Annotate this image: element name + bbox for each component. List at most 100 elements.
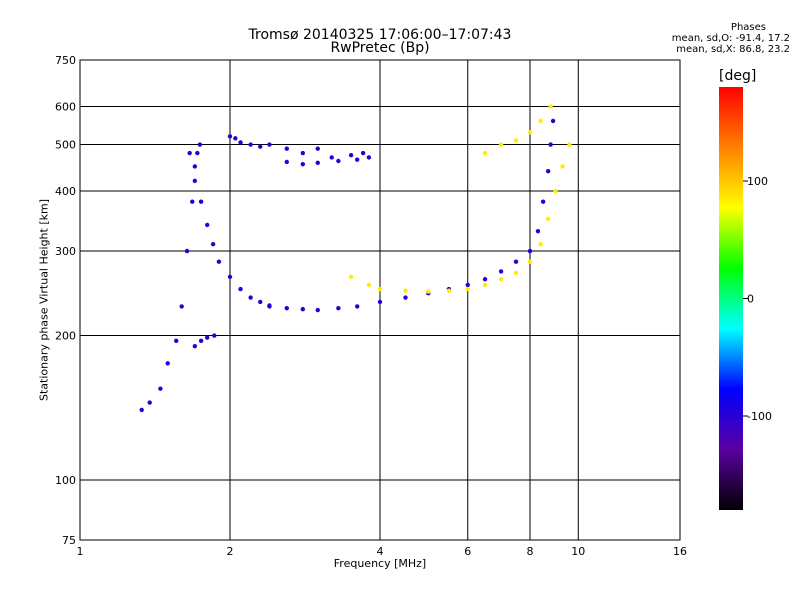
data-point [248,142,253,147]
chart-title: Tromsø 20140325 17:06:00–17:07:43 [248,27,512,43]
stats-heading: Phases [730,22,766,33]
data-point [258,144,263,149]
data-point [315,160,320,166]
data-point [348,274,354,280]
data-point [227,134,233,139]
data-point [560,164,565,169]
data-point [498,142,504,147]
data-point [139,407,144,413]
stats-x-mode: mean, sd,X: 86.8, 23.2 [676,44,790,55]
data-point [227,274,233,280]
data-point [336,158,341,164]
data-point [267,142,272,147]
data-point [233,136,238,141]
data-point [498,269,504,274]
data-point [535,228,541,234]
data-point [238,286,243,292]
data-point [354,304,360,309]
data-point [548,142,553,147]
x-tick-label: 4 [377,545,384,558]
data-point [187,150,192,156]
data-point [158,386,163,391]
data-point [192,344,198,349]
data-point [204,222,210,228]
plot-frame [79,59,681,541]
data-point [446,288,452,293]
x-tick-label: 10 [571,545,585,558]
stats-o-mode: mean, sd,O: -91.4, 17.2 [671,33,790,44]
data-point [184,248,190,254]
data-point [300,161,306,167]
data-point [300,306,306,312]
data-point [147,400,152,405]
data-point [527,130,533,135]
data-point [195,150,200,156]
data-points [139,104,572,413]
data-point [513,259,519,264]
data-point [300,150,306,156]
y-tick-label: 750 [55,54,76,67]
data-point [212,333,217,338]
data-point [354,157,360,162]
y-tick-label: 100 [55,474,76,487]
data-point [366,155,372,160]
data-point [548,104,553,109]
x-axis-label: Frequency [MHz] [333,557,427,570]
y-axis: 750 600 500 400 300 200 100 75 [55,54,76,547]
data-point [210,241,216,247]
x-tick-label: 1 [77,545,84,558]
data-point [198,338,204,344]
data-point [284,306,289,311]
data-point [238,140,243,145]
data-point [360,150,366,156]
data-point [482,150,488,156]
colorbar-tick-label: -100 [747,410,772,423]
data-point [315,146,320,151]
data-point [192,164,198,169]
data-point [179,304,184,309]
colorbar [719,87,743,510]
colorbar-ticks: 100 0 -100 [743,175,772,423]
colorbar-tick-label: 100 [747,175,768,188]
data-point [165,361,170,366]
data-point [482,282,488,288]
colorbar-label: [deg] [719,68,757,84]
data-point [366,282,372,288]
colorbar-tick-label: 0 [747,293,754,306]
data-point [403,295,408,300]
y-tick-label: 300 [55,245,76,258]
data-point [482,277,488,282]
data-point [204,335,210,340]
data-point [513,138,519,143]
y-tick-label: 500 [55,139,76,152]
data-point [513,270,519,276]
y-tick-label: 600 [55,101,76,114]
data-point [216,259,222,264]
data-point [403,288,408,293]
x-axis: 1 2 4 6 8 10 16 [77,545,688,558]
chart-subtitle: RwPretec (Bp) [330,40,430,56]
data-point [190,199,195,204]
data-point [527,259,533,264]
data-point [538,241,543,247]
data-point [284,146,289,151]
y-tick-label: 200 [55,330,76,343]
data-point [553,188,558,194]
data-point [248,295,253,300]
data-point [545,168,551,174]
data-point [550,118,556,124]
data-point [540,199,546,204]
y-tick-label: 400 [55,185,76,198]
data-point [348,153,354,158]
data-point [538,118,543,124]
data-point [527,248,533,254]
y-tick-label: 75 [62,534,76,547]
data-point [545,216,551,222]
data-point [284,159,289,165]
data-point [426,289,431,294]
x-tick-label: 2 [227,545,234,558]
data-point [174,338,179,344]
data-point [192,178,198,184]
data-point [498,277,504,282]
